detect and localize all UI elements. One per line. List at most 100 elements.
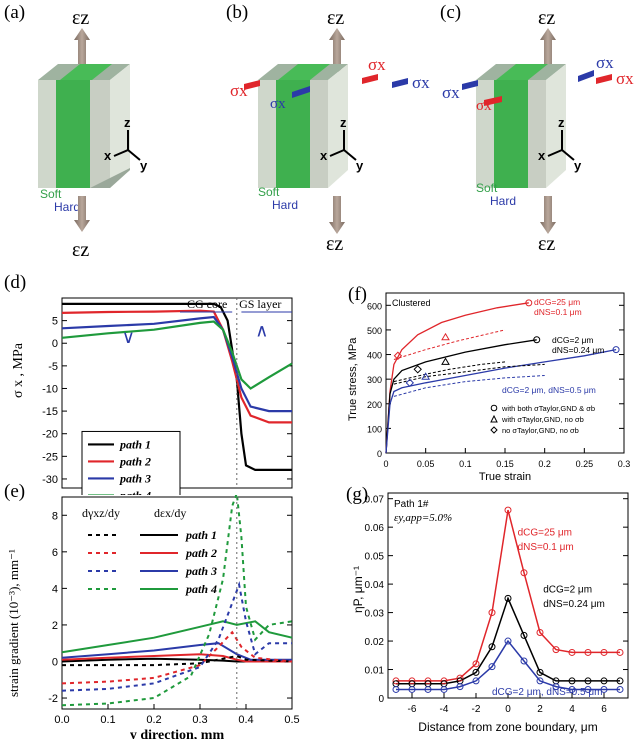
legend-label: no σTaylor,GND, no σb	[502, 426, 579, 435]
chart-e: 8 6 4 2 0 -2 0.0 0.1 0.2 0.3 0.4 0.5 strain gradien…	[6, 495, 300, 739]
x-tick-label: 0.4	[238, 714, 253, 726]
marker-circle	[504, 637, 512, 645]
chart-f-annotation: dCG=25 μm	[534, 297, 580, 307]
y-tick-label: 5	[52, 316, 58, 328]
y-tick-label: 100	[367, 424, 382, 434]
axis-y-a: y	[140, 158, 148, 173]
y-tick-label: -2	[48, 693, 58, 705]
x-tick-label: 0.1	[459, 459, 472, 469]
hard-label-b: Hard	[272, 198, 298, 212]
series-line-dashed	[393, 361, 506, 383]
series-line-dashed	[393, 363, 545, 385]
y-tick-label: -10	[42, 383, 58, 395]
chart-d-legend: path 1 path 2 path 3 path 4	[81, 430, 181, 495]
panel-label-g: (g)	[346, 484, 369, 505]
marker-circle	[424, 677, 432, 685]
chart-g-annotation: dCG=25 μm	[518, 528, 572, 539]
series-line-dashed	[393, 329, 506, 360]
marker-circle	[424, 685, 432, 693]
y-tick-label: 0	[377, 449, 382, 459]
marker-circle	[488, 643, 496, 651]
marker-diamond	[405, 378, 415, 388]
y-tick-label: 300	[367, 375, 382, 385]
series-line	[62, 302, 292, 471]
panel-label-b: (b)	[226, 2, 249, 23]
x-tick-label: 0	[505, 704, 511, 715]
legend-label: with σTaylor,GND, no σb	[501, 415, 584, 424]
cube-body-c	[476, 64, 566, 188]
chart-f-legend: with both σTaylor,GND & σb with σTaylor,G…	[490, 404, 595, 435]
axis-z-a: z	[124, 115, 131, 130]
y-tick-label: -30	[42, 474, 58, 486]
cube-a: εz z x y Soft Hard εz	[38, 7, 148, 260]
marker-circle	[504, 594, 512, 602]
axis-x-a: x	[104, 148, 112, 163]
y-tick-label: 0	[378, 694, 384, 705]
marker-circle	[612, 346, 620, 354]
chart-g-xlabel: Distance from zone boundary, μm	[418, 720, 597, 734]
marker-triangle	[421, 372, 431, 380]
marker-circle	[536, 629, 544, 637]
chart-g-annotation: dNS=0.1 μm	[518, 542, 574, 553]
legend-label: path 4	[185, 582, 217, 596]
marker-circle	[440, 685, 448, 693]
marker-circle	[552, 683, 560, 691]
marker-circle	[584, 685, 592, 693]
sigma-label-c-1: σx	[442, 83, 460, 102]
eps-arrow-bottom-c	[540, 196, 556, 234]
marker-circle	[520, 631, 528, 639]
marker-circle	[408, 685, 416, 693]
legend-header-2: dεx/dy	[154, 506, 186, 520]
eps-arrow-top-b	[329, 28, 345, 72]
eps-arrow-bottom-a	[74, 196, 90, 232]
chart-f: 0 100 200 300 400 500 600 0 0.05 0.1 0.15 0.2 0.25 0.…	[347, 292, 630, 481]
plot-frame	[61, 496, 293, 710]
chart-g-title: Path 1#	[394, 499, 429, 510]
soft-label-b: Soft	[258, 185, 280, 199]
sigma-label-b-2: σx	[270, 96, 286, 112]
series-line	[62, 654, 293, 667]
x-tick-label: -6	[408, 704, 417, 715]
eps-arrow-top-c	[540, 28, 556, 72]
y-tick-label: 6	[52, 547, 58, 559]
series-line	[396, 639, 620, 691]
chart-d-annotation-gs: GS layer	[239, 297, 281, 311]
legend-label: path 3	[119, 471, 151, 485]
axis-x-c: x	[538, 148, 546, 163]
y-tick-label: -20	[42, 429, 58, 441]
chart-d: 5 0 -5 -10 -15 -20 -25 -30 σ x , MPa CG core GS…	[11, 297, 293, 495]
marker-circle	[600, 677, 608, 685]
legend-box	[81, 430, 181, 495]
y-tick-label: 200	[367, 400, 382, 410]
chart-g-annotation: dNS=0.24 μm	[543, 599, 605, 610]
y-tick-label: 0.02	[365, 637, 385, 648]
x-tick-label: 0.0	[54, 714, 69, 726]
axis-x-b: x	[320, 148, 328, 163]
eps-label-bottom-a: εz	[72, 239, 89, 260]
x-tick-label: 0.2	[538, 459, 551, 469]
axis-y-c: y	[574, 158, 582, 173]
soft-label-a: Soft	[40, 187, 62, 201]
chart-f-annotation: dCG=2 μm	[552, 335, 594, 345]
legend-marker	[490, 404, 498, 412]
axis-z-b: z	[340, 115, 347, 130]
x-tick-label: 4	[569, 704, 575, 715]
eps-label-top-c: εz	[538, 7, 555, 29]
x-tick-label: 0.1	[100, 714, 115, 726]
marker-circle	[456, 683, 464, 691]
y-tick-label: 500	[367, 326, 382, 336]
chart-f-annotation: dNS=0.24 μm	[552, 345, 604, 355]
legend-label: path 1	[119, 437, 151, 451]
series-line	[396, 509, 620, 682]
x-tick-label: 6	[601, 704, 607, 715]
panel-label-f: (f)	[348, 284, 367, 305]
chart-g-ylabel: ηP, μm⁻¹	[351, 566, 365, 613]
y-tick-label: 600	[367, 301, 382, 311]
y-tick-label: 0.06	[365, 523, 385, 534]
sigma-label-c-2: σx	[476, 98, 492, 114]
marker-circle	[568, 648, 576, 656]
marker-circle	[568, 677, 576, 685]
marker-circle	[520, 657, 528, 665]
panel-label-c: (c)	[440, 2, 462, 23]
sigma-label-c-3: σx	[596, 53, 614, 72]
